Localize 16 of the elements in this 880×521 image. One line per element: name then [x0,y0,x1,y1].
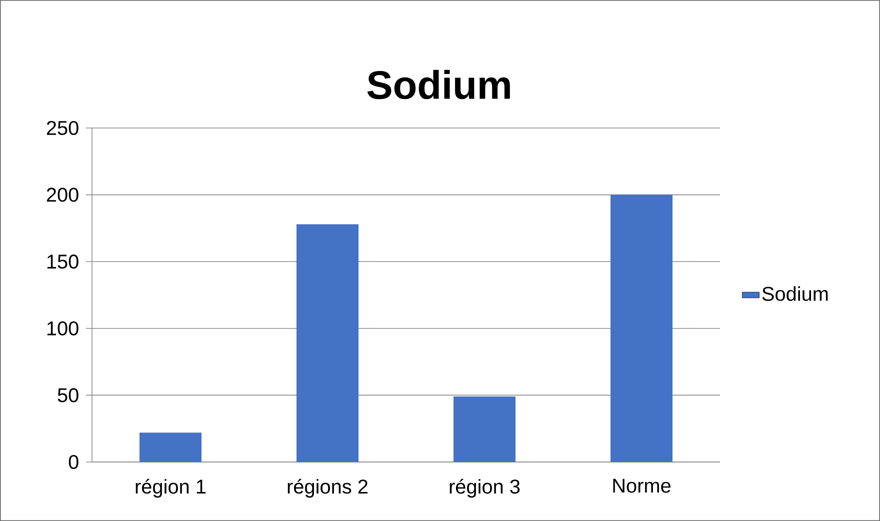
x-tick-label: régions 2 [288,478,368,498]
y-tick-label: 100 [47,321,78,336]
bar [610,194,673,462]
y-tick-label: 50 [58,388,78,402]
y-tick-label: 250 [46,120,78,136]
chart-title: Sodium [367,70,510,100]
bar [296,224,359,462]
legend-label: Sodium [762,286,828,301]
y-tick-label: 200 [46,188,78,202]
x-tick-label: région 1 [136,478,206,498]
y-tick-label: 150 [47,254,78,269]
x-tick-label: Norme [613,478,670,493]
x-tick-label: région 3 [450,478,520,498]
bar [140,432,202,462]
bar [454,396,516,462]
y-tick-label: 0 [68,454,78,470]
